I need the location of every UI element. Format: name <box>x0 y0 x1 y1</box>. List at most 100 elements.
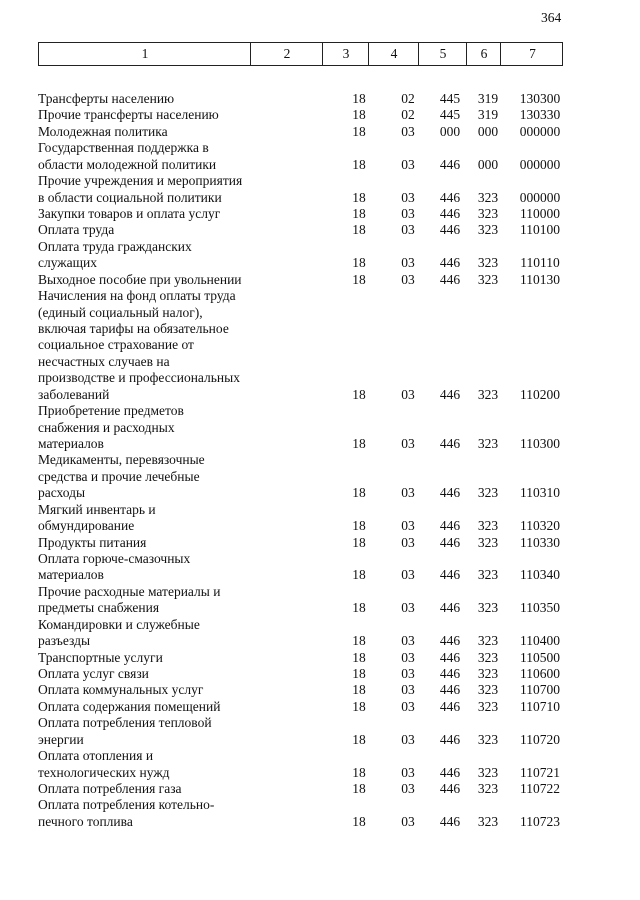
row-code: 03 <box>401 781 415 797</box>
row-code: 000 <box>477 156 499 172</box>
row-code: 03 <box>401 698 415 714</box>
row-code: 18 <box>352 567 366 583</box>
row-code: 323 <box>477 813 499 829</box>
row-code: 000000 <box>519 189 561 205</box>
row-code: 130300 <box>519 91 561 106</box>
row-name: расходы <box>38 485 86 501</box>
row-code: 000 <box>439 123 461 139</box>
row-code: 03 <box>401 485 415 501</box>
row-code: 18 <box>352 600 366 616</box>
row-code: 446 <box>439 222 461 238</box>
row-name: Выходное пособие при увольнении <box>38 271 242 287</box>
row-code: 446 <box>439 567 461 583</box>
row-code: 319 <box>477 91 499 106</box>
row-code: 03 <box>401 386 415 402</box>
row-name: Приобретение предметов <box>38 403 184 419</box>
row-code: 446 <box>439 813 461 829</box>
row-code: 110320 <box>520 518 560 534</box>
row-name: области молодежной политики <box>38 156 217 172</box>
row-code: 446 <box>439 633 461 649</box>
column-separator <box>500 43 501 65</box>
row-code: 18 <box>352 222 366 238</box>
row-code: 446 <box>439 485 461 501</box>
row-name: (единый социальный налог), <box>38 304 203 320</box>
row-name: Транспортные услуги <box>38 649 163 665</box>
column-separator <box>418 43 419 65</box>
row-code: 02 <box>401 91 415 106</box>
row-code: 000 <box>477 123 499 139</box>
header-cell: 7 <box>529 46 536 61</box>
row-name: в области социальной политики <box>38 189 222 205</box>
row-name: служащих <box>38 255 97 271</box>
row-code: 18 <box>352 633 366 649</box>
row-name: включая тарифы на обязательное <box>38 321 229 337</box>
row-name: обмундирование <box>38 518 135 534</box>
row-code: 446 <box>439 600 461 616</box>
row-name: Прочие трансферты населению <box>38 107 219 123</box>
row-code: 323 <box>477 534 499 550</box>
row-name: Оплата потребления котельно- <box>38 797 215 813</box>
row-code: 110310 <box>520 485 560 501</box>
row-code: 03 <box>401 666 415 682</box>
row-code: 18 <box>352 649 366 665</box>
row-name: Оплата содержания помещений <box>38 698 221 714</box>
row-code: 446 <box>439 255 461 271</box>
row-code: 18 <box>352 436 366 452</box>
row-code: 110722 <box>520 781 560 797</box>
row-code: 323 <box>477 731 499 747</box>
row-code: 18 <box>352 485 366 501</box>
row-name: Оплата потребления газа <box>38 781 182 797</box>
row-name: Прочие расходные материалы и <box>38 583 221 599</box>
row-code: 18 <box>352 518 366 534</box>
row-name: Оплата коммунальных услуг <box>38 682 204 698</box>
row-code: 446 <box>439 436 461 452</box>
column-separator <box>250 43 251 65</box>
row-code: 18 <box>352 666 366 682</box>
row-code: 03 <box>401 518 415 534</box>
row-code: 03 <box>401 764 415 780</box>
row-name: Медикаменты, перевязочные <box>38 452 205 468</box>
row-code: 110721 <box>520 764 560 780</box>
row-name: заболеваний <box>38 386 110 402</box>
row-name: Трансферты населению <box>38 91 175 106</box>
row-code: 446 <box>439 781 461 797</box>
row-code: 03 <box>401 649 415 665</box>
row-name: технологических нужд <box>38 764 170 780</box>
row-code: 110000 <box>520 206 560 221</box>
table-header: 1 2 3 4 5 6 7 <box>38 42 563 66</box>
row-code: 446 <box>439 156 461 172</box>
row-code: 323 <box>477 386 499 402</box>
row-code: 18 <box>352 107 366 123</box>
row-code: 03 <box>401 534 415 550</box>
row-code: 18 <box>352 156 366 172</box>
row-code: 18 <box>352 682 366 698</box>
row-code: 03 <box>401 123 415 139</box>
row-code: 323 <box>477 781 499 797</box>
row-name: Оплата горюче-смазочных <box>38 551 191 567</box>
row-code: 446 <box>439 731 461 747</box>
row-name: Закупки товаров и оплата услуг <box>38 206 221 221</box>
row-code: 446 <box>439 206 461 221</box>
row-code: 446 <box>439 518 461 534</box>
row-name: Мягкий инвентарь и <box>38 501 156 517</box>
row-name: Оплата отопления и <box>38 748 154 764</box>
row-code: 03 <box>401 206 415 221</box>
row-code: 110110 <box>520 255 560 271</box>
row-name: несчастных случаев на <box>38 353 170 369</box>
row-code: 18 <box>352 271 366 287</box>
row-code: 18 <box>352 781 366 797</box>
row-code: 323 <box>477 189 499 205</box>
row-name: материалов <box>38 567 104 583</box>
column-separator <box>368 43 369 65</box>
header-cell: 2 <box>283 46 291 61</box>
row-code: 02 <box>401 107 415 123</box>
row-code: 18 <box>352 123 366 139</box>
row-code: 323 <box>477 567 499 583</box>
row-name: Оплата услуг связи <box>38 666 149 682</box>
row-code: 110400 <box>520 633 560 649</box>
row-code: 110330 <box>520 534 560 550</box>
row-code: 110300 <box>520 436 560 452</box>
row-code: 03 <box>401 813 415 829</box>
row-name: Молодежная политика <box>38 123 168 139</box>
